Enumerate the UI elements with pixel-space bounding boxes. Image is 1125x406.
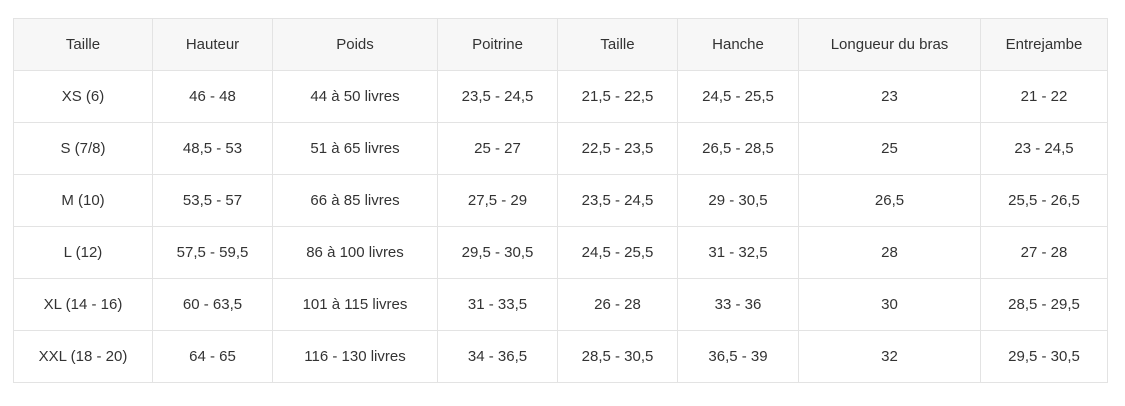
header-cell: Hauteur (152, 18, 273, 71)
table-row: M (10) 53,5 - 57 66 à 85 livres 27,5 - 29 23… (13, 174, 1108, 227)
table-cell: 27,5 - 29 (437, 174, 558, 227)
table-cell: 46 - 48 (152, 70, 273, 123)
table-cell: 26,5 (798, 174, 981, 227)
table-cell: 25,5 - 26,5 (980, 174, 1108, 227)
table-cell: 29,5 - 30,5 (980, 330, 1108, 383)
header-cell: Hanche (677, 18, 799, 71)
table-cell: M (10) (13, 174, 153, 227)
header-row: Taille Hauteur Poids Poitrine Taille Hanche Lo… (13, 18, 1108, 71)
table-cell: XL (14 - 16) (13, 278, 153, 331)
header-cell: Poitrine (437, 18, 558, 71)
table-cell: 57,5 - 59,5 (152, 226, 273, 279)
table-cell: 64 - 65 (152, 330, 273, 383)
table-cell: 27 - 28 (980, 226, 1108, 279)
header-cell: Longueur du bras (798, 18, 981, 71)
table-cell: 28,5 - 30,5 (557, 330, 678, 383)
table-cell: 26 - 28 (557, 278, 678, 331)
table-cell: 66 à 85 livres (272, 174, 438, 227)
table-cell: XXL (18 - 20) (13, 330, 153, 383)
table-cell: L (12) (13, 226, 153, 279)
table-cell: 34 - 36,5 (437, 330, 558, 383)
table-body: XS (6) 46 - 48 44 à 50 livres 23,5 - 24,5 21… (13, 70, 1108, 383)
table-cell: 86 à 100 livres (272, 226, 438, 279)
table-cell: 48,5 - 53 (152, 122, 273, 175)
table-cell: 23 - 24,5 (980, 122, 1108, 175)
size-table: Taille Hauteur Poids Poitrine Taille Hanche Lo… (13, 18, 1108, 383)
table-cell: 51 à 65 livres (272, 122, 438, 175)
table-cell: S (7/8) (13, 122, 153, 175)
table-cell: 28 (798, 226, 981, 279)
table-cell: 25 (798, 122, 981, 175)
table-cell: 101 à 115 livres (272, 278, 438, 331)
table-cell: 23,5 - 24,5 (437, 70, 558, 123)
table-row: XXL (18 - 20) 64 - 65 116 - 130 livres 34 -… (13, 330, 1108, 383)
table-cell: 29,5 - 30,5 (437, 226, 558, 279)
table-cell: 21 - 22 (980, 70, 1108, 123)
header-cell: Taille (13, 18, 153, 71)
table-cell: 24,5 - 25,5 (677, 70, 799, 123)
table-row: S (7/8) 48,5 - 53 51 à 65 livres 25 - 27 22,… (13, 122, 1108, 175)
table-cell: 23,5 - 24,5 (557, 174, 678, 227)
table-cell: 44 à 50 livres (272, 70, 438, 123)
table-cell: 116 - 130 livres (272, 330, 438, 383)
table-cell: 60 - 63,5 (152, 278, 273, 331)
table-cell: 31 - 33,5 (437, 278, 558, 331)
table-row: XL (14 - 16) 60 - 63,5 101 à 115 livres 31 … (13, 278, 1108, 331)
table-cell: 30 (798, 278, 981, 331)
table-cell: 23 (798, 70, 981, 123)
table-cell: 28,5 - 29,5 (980, 278, 1108, 331)
table-row: XS (6) 46 - 48 44 à 50 livres 23,5 - 24,5 21… (13, 70, 1108, 123)
header-cell: Taille (557, 18, 678, 71)
table-row: L (12) 57,5 - 59,5 86 à 100 livres 29,5 - 3… (13, 226, 1108, 279)
table-cell: 29 - 30,5 (677, 174, 799, 227)
table-cell: 24,5 - 25,5 (557, 226, 678, 279)
table-cell: 36,5 - 39 (677, 330, 799, 383)
table-cell: 26,5 - 28,5 (677, 122, 799, 175)
table-cell: 21,5 - 22,5 (557, 70, 678, 123)
table-cell: 31 - 32,5 (677, 226, 799, 279)
header-cell: Poids (272, 18, 438, 71)
table-cell: 25 - 27 (437, 122, 558, 175)
table-cell: 32 (798, 330, 981, 383)
table-cell: XS (6) (13, 70, 153, 123)
table-cell: 22,5 - 23,5 (557, 122, 678, 175)
header-cell: Entrejambe (980, 18, 1108, 71)
table-cell: 53,5 - 57 (152, 174, 273, 227)
table-cell: 33 - 36 (677, 278, 799, 331)
